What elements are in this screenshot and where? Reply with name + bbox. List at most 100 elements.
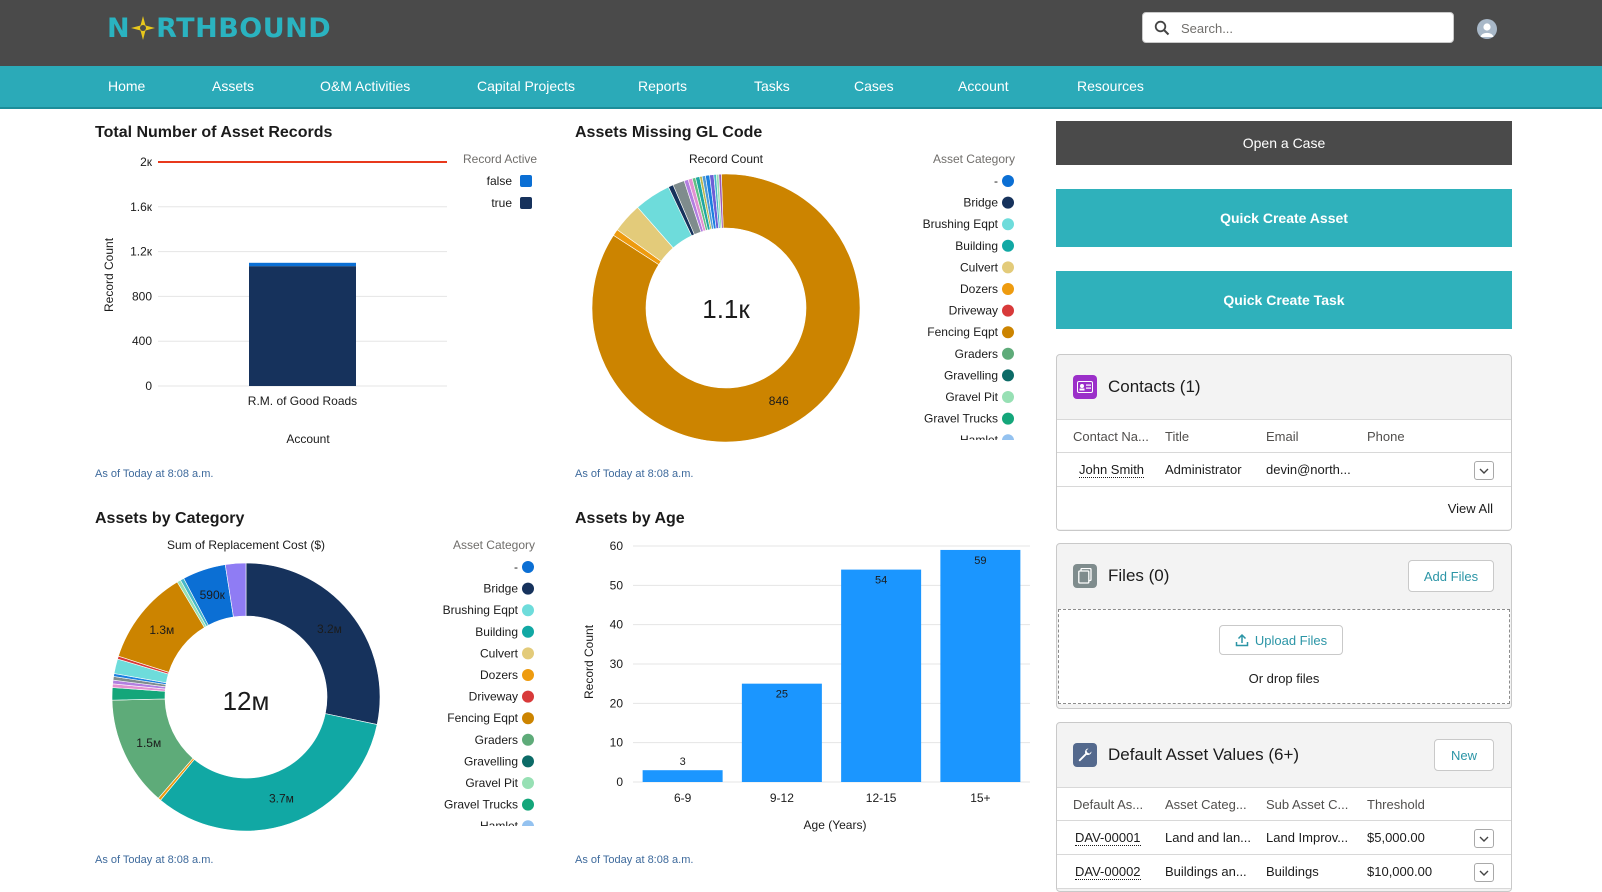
add-files-button[interactable]: Add Files	[1408, 560, 1494, 592]
view-all-link[interactable]: View All	[1447, 501, 1493, 516]
northbound-logo[interactable]: N RTHBOUND	[107, 12, 331, 44]
y-axis-title: Record Count	[582, 624, 596, 699]
data-label: 3.7м	[269, 791, 294, 805]
legend-label: Hamlet	[480, 819, 519, 833]
legend-swatch	[1002, 283, 1014, 295]
quick-create-task-button[interactable]: Quick Create Task	[1056, 271, 1512, 329]
user-avatar-icon[interactable]	[1477, 19, 1497, 39]
y-tick-label: 0	[616, 775, 623, 789]
global-header: N RTHBOUND	[0, 0, 1602, 66]
nav-resources[interactable]: Resources	[1077, 78, 1144, 94]
legend-swatch	[522, 798, 534, 811]
default-asset-values-title[interactable]: Default Asset Values (6+)	[1108, 745, 1300, 764]
upload-files-button[interactable]: Upload Files	[1219, 625, 1343, 655]
global-search[interactable]	[1142, 12, 1454, 43]
record-id-link[interactable]: DAV-00002	[1075, 864, 1141, 880]
nav-cases[interactable]: Cases	[854, 78, 894, 94]
chevron-down-icon	[1479, 468, 1489, 474]
legend-swatch	[1002, 196, 1014, 209]
x-tick-label: 12-15	[866, 791, 897, 805]
y-tick-label: 800	[132, 289, 152, 303]
legend-label: Bridge	[963, 196, 998, 210]
contact-email: devin@north...	[1266, 462, 1351, 477]
data-label: 3.2м	[317, 622, 342, 636]
nav-capital-projects[interactable]: Capital Projects	[477, 78, 576, 94]
panel-header: Contacts (1)	[1057, 355, 1511, 419]
legend-label: Gravelling	[944, 368, 998, 382]
y-tick-label: 60	[610, 539, 624, 553]
legend-swatch	[1002, 434, 1014, 440]
row-actions-dropdown[interactable]	[1474, 829, 1494, 848]
asset-records-bar-chart: Record Count Account Record Active 0 400 8…	[102, 152, 537, 446]
logo-text-start: N	[107, 12, 131, 44]
file-dropzone[interactable]: Upload Files Or drop files	[1058, 609, 1510, 704]
record-id-link[interactable]: DAV-00001	[1075, 830, 1141, 846]
legend-label: Graders	[955, 347, 998, 361]
table-header: Default As... Asset Categ... Sub Asset C…	[1057, 788, 1511, 821]
data-label: 1.3м	[149, 623, 174, 637]
column-header[interactable]: Email	[1266, 429, 1299, 444]
nav-om-activities[interactable]: O&M Activities	[320, 78, 411, 94]
legend-swatch	[522, 733, 534, 746]
legend-swatch	[1002, 412, 1014, 425]
legend-label: Dozers	[960, 282, 998, 296]
open-case-button[interactable]: Open a Case	[1056, 121, 1512, 165]
column-header[interactable]: Default As...	[1073, 797, 1144, 812]
data-label: 846	[769, 394, 789, 408]
donut-slice	[718, 173, 724, 229]
legend-label: Hamlet	[960, 433, 999, 447]
legend-swatch	[520, 175, 532, 187]
legend-swatch	[520, 197, 532, 209]
chevron-down-icon	[1479, 836, 1489, 842]
nav-reports[interactable]: Reports	[638, 78, 688, 94]
column-header[interactable]: Threshold	[1367, 797, 1425, 812]
bar	[841, 569, 922, 782]
upload-files-label: Upload Files	[1254, 632, 1328, 648]
row-actions-dropdown[interactable]	[1474, 461, 1494, 480]
asset-category-cell: Land and lan...	[1165, 830, 1252, 845]
table-header: Contact Na... Title Email Phone	[1057, 420, 1511, 453]
legend-label: Bridge	[483, 582, 518, 596]
data-label: 54	[875, 575, 887, 587]
search-input[interactable]	[1181, 17, 1441, 39]
column-header[interactable]: Title	[1165, 429, 1190, 444]
missing-gl-donut-chart: Record Count 1.1к 846 Asset Category - Br…	[591, 152, 1015, 447]
view-all-row: View All	[1057, 487, 1511, 529]
legend-swatch	[1002, 391, 1014, 403]
contacts-title[interactable]: Contacts (1)	[1108, 377, 1201, 396]
legend-swatch	[1002, 347, 1014, 360]
donut-slice	[245, 562, 381, 725]
quick-create-asset-button[interactable]: Quick Create Asset	[1056, 189, 1512, 247]
legend-swatch	[522, 561, 534, 573]
nav-assets[interactable]: Assets	[212, 78, 255, 94]
contact-name-link[interactable]: John Smith	[1079, 462, 1145, 478]
table-row: DAV-00001 Land and lan... Land Improv...…	[1057, 821, 1511, 855]
nav-tasks[interactable]: Tasks	[754, 78, 790, 94]
legend-swatch	[522, 777, 534, 789]
files-title[interactable]: Files (0)	[1108, 566, 1170, 585]
chart-title-asset-records: Total Number of Asset Records	[95, 124, 333, 141]
legend-swatch	[522, 690, 534, 703]
donut-center-label: 1.1к	[702, 294, 750, 324]
row-actions-dropdown[interactable]	[1474, 863, 1494, 882]
legend-swatch	[1002, 175, 1014, 187]
donut-center-label: 12м	[223, 686, 270, 716]
legend-swatch	[1002, 369, 1014, 382]
default-asset-values-panel: Default Asset Values (6+) New Default As…	[1056, 722, 1512, 892]
column-header[interactable]: Phone	[1367, 429, 1405, 444]
legend-label: -	[994, 174, 998, 188]
x-tick-label: 15+	[970, 791, 990, 805]
nav-home[interactable]: Home	[108, 78, 146, 94]
new-button[interactable]: New	[1434, 739, 1494, 771]
nav-account[interactable]: Account	[958, 78, 1009, 94]
donut-slice	[224, 562, 247, 618]
file-icon	[1073, 564, 1097, 588]
panel-header: Files (0) Add Files	[1057, 544, 1511, 608]
legend-swatch	[522, 712, 534, 725]
search-icon	[1154, 20, 1170, 36]
column-header[interactable]: Contact Na...	[1073, 429, 1149, 444]
donut-slice	[160, 713, 378, 832]
column-header[interactable]: Asset Categ...	[1165, 797, 1247, 812]
timestamp: As of Today at 8:08 a.m.	[575, 854, 694, 866]
column-header[interactable]: Sub Asset C...	[1266, 797, 1349, 812]
